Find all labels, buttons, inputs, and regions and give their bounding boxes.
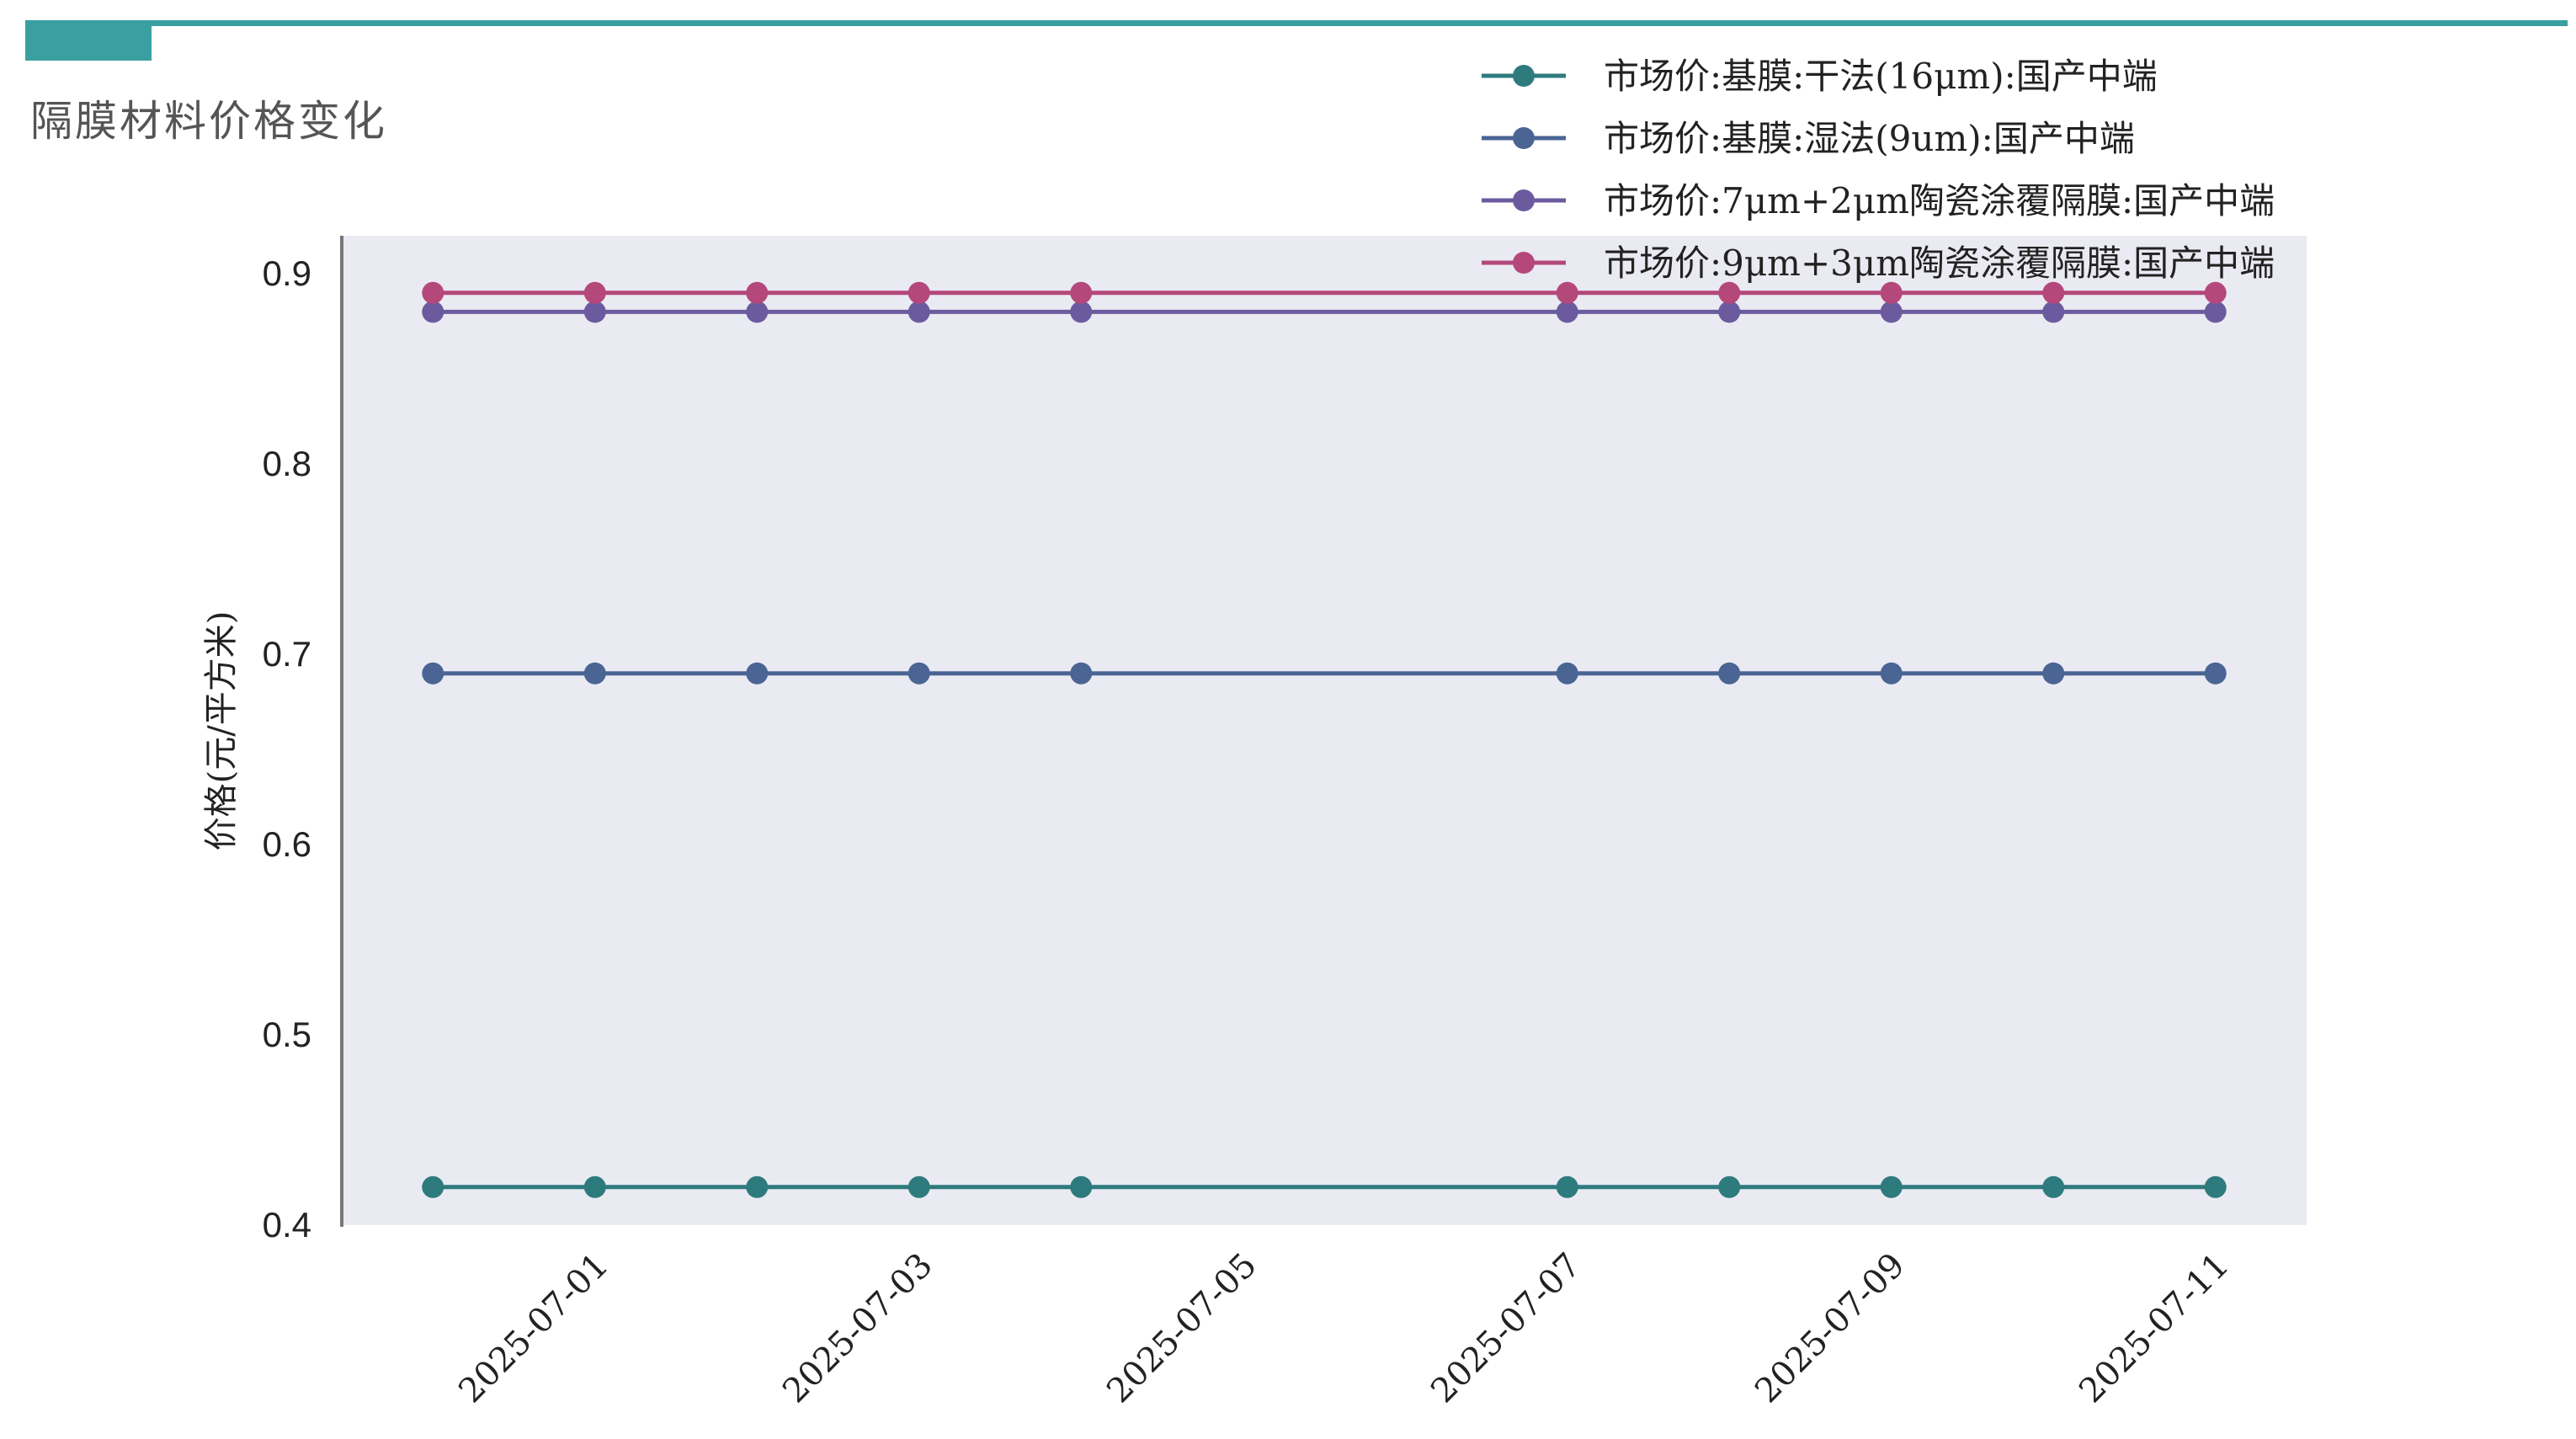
data-point xyxy=(746,281,769,304)
data-point xyxy=(2042,1175,2065,1198)
data-point xyxy=(1070,662,1093,685)
data-point xyxy=(422,281,444,304)
y-axis-ticks: 0.4 0.5 0.6 0.7 0.8 0.9 xyxy=(263,253,311,1244)
data-point xyxy=(1880,301,1903,323)
data-point xyxy=(2204,301,2227,323)
data-point xyxy=(1880,662,1903,685)
data-point xyxy=(1556,662,1578,685)
legend-marker xyxy=(1513,189,1535,211)
y-tick-label: 0.4 xyxy=(263,1205,311,1244)
legend-label: 市场价:基膜:湿法(9um):国产中端 xyxy=(1604,118,2135,159)
legend-label: 市场价:7μm+2μm陶瓷涂覆隔膜:国产中端 xyxy=(1604,180,2275,221)
x-tick-label: 2025-07-05 xyxy=(1099,1246,1264,1411)
legend-label: 市场价:9μm+3μm陶瓷涂覆隔膜:国产中端 xyxy=(1604,242,2275,284)
x-tick-label: 2025-07-07 xyxy=(1424,1246,1589,1411)
page-title: 隔膜材料价格变化 xyxy=(30,97,387,146)
data-point xyxy=(422,662,444,685)
data-point xyxy=(422,301,444,323)
data-point xyxy=(1070,281,1093,304)
data-point xyxy=(746,1175,769,1198)
data-point xyxy=(1556,281,1578,304)
data-point xyxy=(583,662,606,685)
header-accent-tab xyxy=(25,20,152,61)
y-tick-label: 0.5 xyxy=(263,1015,311,1054)
data-point xyxy=(422,1175,444,1198)
x-tick-label: 2025-07-01 xyxy=(451,1246,616,1411)
data-point xyxy=(2204,662,2227,685)
data-point xyxy=(907,281,930,304)
data-point xyxy=(1718,662,1741,685)
data-point xyxy=(1070,1175,1093,1198)
data-point xyxy=(1556,1175,1578,1198)
data-point xyxy=(1070,301,1093,323)
y-tick-label: 0.7 xyxy=(263,634,311,674)
data-point xyxy=(1880,1175,1903,1198)
data-point xyxy=(583,281,606,304)
legend-marker xyxy=(1513,65,1535,87)
legend-label: 市场价:基膜:干法(16μm):国产中端 xyxy=(1604,56,2158,97)
legend: 市场价:基膜:干法(16μm):国产中端市场价:基膜:湿法(9um):国产中端市… xyxy=(1482,56,2275,284)
data-point xyxy=(907,301,930,323)
y-tick-label: 0.8 xyxy=(263,444,311,483)
data-point xyxy=(2204,281,2227,304)
series-layer xyxy=(422,281,2227,1198)
data-point xyxy=(746,662,769,685)
x-tick-label: 2025-07-11 xyxy=(2072,1246,2237,1411)
data-point xyxy=(583,1175,606,1198)
y-tick-label: 0.6 xyxy=(263,824,311,864)
x-tick-label: 2025-07-09 xyxy=(1748,1246,1913,1411)
data-point xyxy=(1718,281,1741,304)
y-axis-title: 价格(元/平方米) xyxy=(202,611,241,851)
legend-marker xyxy=(1513,252,1535,274)
data-point xyxy=(746,301,769,323)
x-tick-label: 2025-07-03 xyxy=(775,1246,940,1411)
data-point xyxy=(1718,1175,1741,1198)
data-point xyxy=(907,1175,930,1198)
data-point xyxy=(1718,301,1741,323)
header-accent-rule xyxy=(25,20,2568,26)
data-point xyxy=(1556,301,1578,323)
data-point xyxy=(2042,662,2065,685)
data-point xyxy=(583,301,606,323)
legend-marker xyxy=(1513,127,1535,149)
data-point xyxy=(2042,301,2065,323)
data-point xyxy=(1880,281,1903,304)
data-point xyxy=(907,662,930,685)
plot-area xyxy=(342,236,2307,1225)
x-axis-ticks: 2025-07-01 2025-07-03 2025-07-05 2025-07-07… xyxy=(451,1246,2237,1411)
data-point xyxy=(2042,281,2065,304)
y-tick-label: 0.9 xyxy=(263,253,311,293)
data-point xyxy=(2204,1175,2227,1198)
